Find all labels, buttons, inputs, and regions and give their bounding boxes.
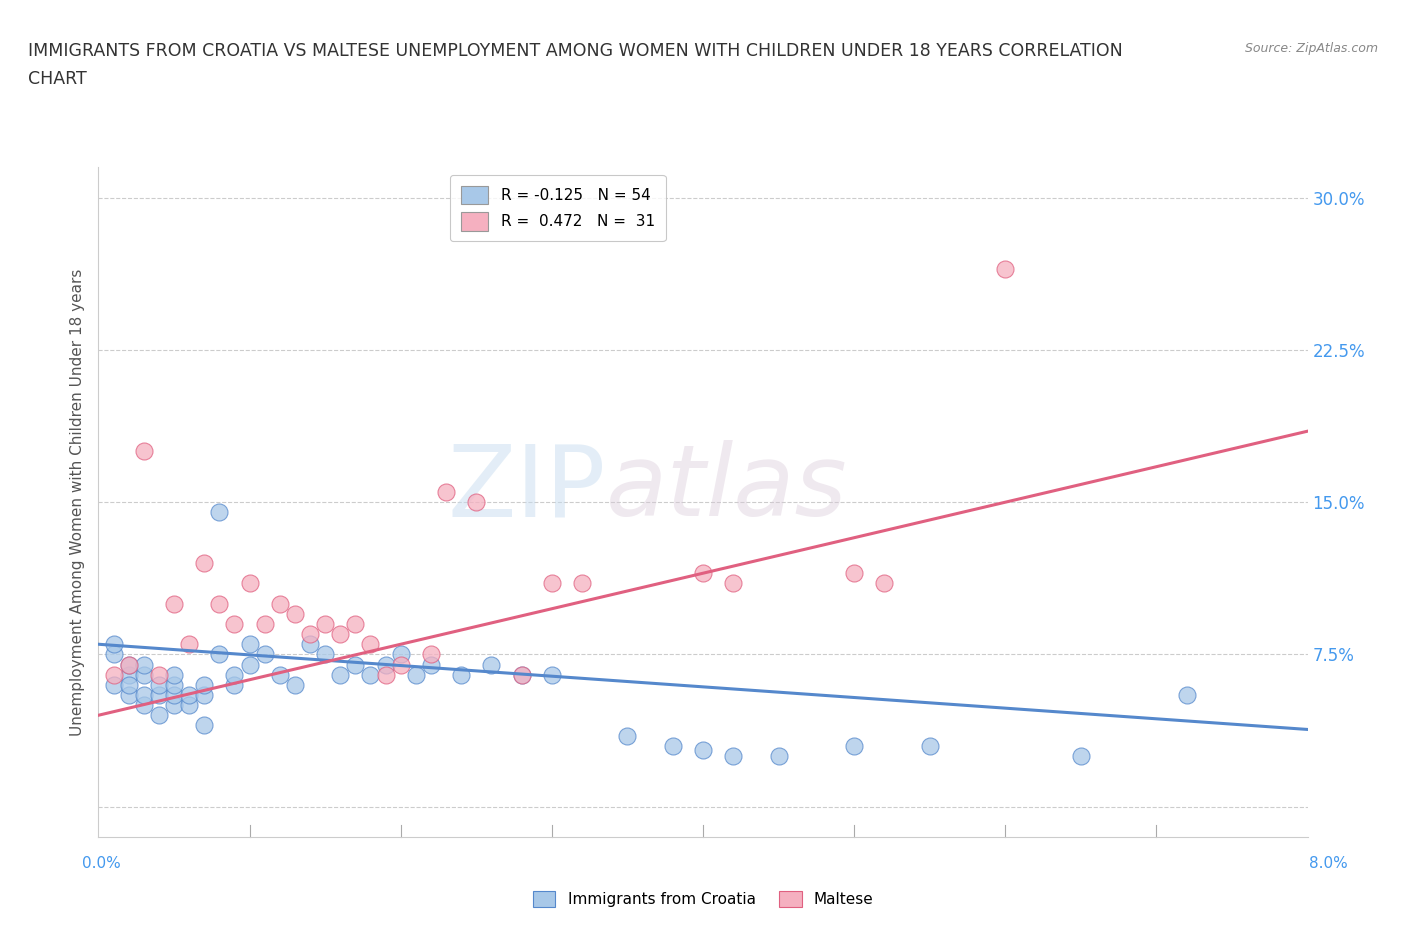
Point (465, 495, 488, 510)
Point (314, 647, 336, 662)
Text: CHART: CHART (28, 70, 87, 87)
Point (329, 667, 352, 682)
Point (359, 667, 381, 682)
Point (540, 667, 562, 682)
Point (224, 677, 246, 692)
Point (208, 505, 231, 520)
Point (103, 647, 125, 662)
Point (132, 444, 155, 458)
Point (163, 667, 186, 682)
Point (359, 637, 381, 652)
Point (374, 667, 396, 682)
Point (419, 658, 441, 672)
Point (118, 667, 141, 682)
Point (918, 738, 941, 753)
Point (132, 687, 155, 702)
Point (768, 749, 790, 764)
Point (148, 708, 170, 723)
Point (118, 658, 141, 672)
Point (163, 596, 186, 611)
Point (132, 658, 155, 672)
Point (616, 728, 638, 743)
Point (540, 576, 562, 591)
Point (269, 667, 291, 682)
Point (994, 261, 1017, 276)
Text: Source: ZipAtlas.com: Source: ZipAtlas.com (1244, 42, 1378, 55)
Point (692, 565, 714, 580)
Point (1070, 749, 1092, 764)
Y-axis label: Unemployment Among Women with Children Under 18 years: Unemployment Among Women with Children U… (69, 269, 84, 736)
Point (132, 698, 155, 712)
Text: IMMIGRANTS FROM CROATIA VS MALTESE UNEMPLOYMENT AMONG WOMEN WITH CHILDREN UNDER : IMMIGRANTS FROM CROATIA VS MALTESE UNEMP… (28, 42, 1123, 60)
Point (844, 738, 866, 753)
Point (419, 647, 441, 662)
Point (148, 667, 170, 682)
Point (239, 658, 262, 672)
Point (314, 617, 336, 631)
Point (253, 647, 276, 662)
Point (208, 596, 231, 611)
Point (224, 667, 246, 682)
Point (389, 658, 412, 672)
Point (344, 617, 367, 631)
Text: 0.0%: 0.0% (82, 856, 121, 870)
Point (163, 677, 186, 692)
Point (148, 687, 170, 702)
Point (405, 667, 427, 682)
Point (148, 677, 170, 692)
Point (299, 637, 322, 652)
Point (193, 718, 215, 733)
Point (450, 667, 472, 682)
Point (873, 576, 896, 591)
Point (239, 576, 262, 591)
Point (163, 698, 186, 712)
Point (571, 576, 593, 591)
Point (661, 738, 683, 753)
Point (299, 627, 322, 642)
Point (179, 687, 201, 702)
Point (344, 658, 367, 672)
Point (193, 677, 215, 692)
Point (239, 637, 262, 652)
Point (284, 606, 307, 621)
Point (103, 667, 125, 682)
Point (1175, 687, 1198, 702)
Point (193, 555, 215, 570)
Point (224, 617, 246, 631)
Text: ZIP: ZIP (449, 440, 606, 538)
Text: atlas: atlas (606, 440, 848, 538)
Point (510, 667, 533, 682)
Point (723, 576, 745, 591)
Point (374, 658, 396, 672)
Point (269, 596, 291, 611)
Point (510, 667, 533, 682)
Point (118, 658, 141, 672)
Point (193, 687, 215, 702)
Point (329, 627, 352, 642)
Point (118, 677, 141, 692)
Point (389, 647, 412, 662)
Point (434, 485, 457, 499)
Point (103, 677, 125, 692)
Point (723, 749, 745, 764)
Legend: R = -0.125   N = 54, R =  0.472   N =  31: R = -0.125 N = 54, R = 0.472 N = 31 (450, 175, 665, 242)
Point (284, 677, 307, 692)
Point (163, 687, 186, 702)
Point (103, 637, 125, 652)
Point (179, 637, 201, 652)
Point (132, 667, 155, 682)
Text: 8.0%: 8.0% (1309, 856, 1348, 870)
Legend: Immigrants from Croatia, Maltese: Immigrants from Croatia, Maltese (526, 884, 880, 913)
Point (692, 742, 714, 757)
Point (118, 687, 141, 702)
Point (479, 658, 503, 672)
Point (208, 647, 231, 662)
Point (179, 698, 201, 712)
Point (253, 617, 276, 631)
Point (844, 565, 866, 580)
